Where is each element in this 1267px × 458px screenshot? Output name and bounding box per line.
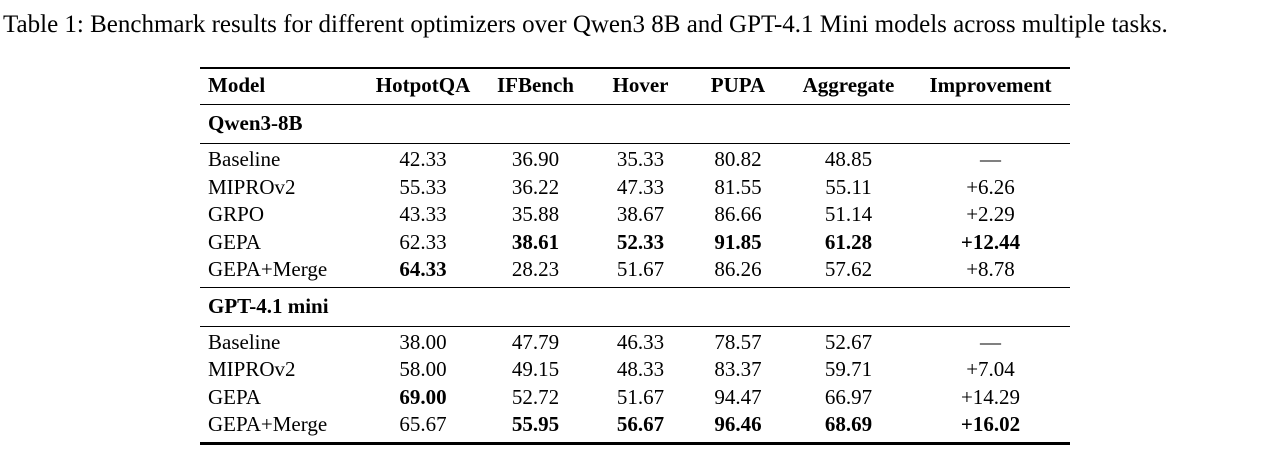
value-cell-pupa: 91.85 [714, 229, 762, 254]
value-cell-improvement: +8.78 [966, 257, 1015, 281]
table-row-gepa: GEPA 62.33 38.61 52.33 91.85 61.28 +12.44 [200, 229, 1070, 257]
section-row-qwen3-8b: Qwen3-8B [200, 104, 1070, 144]
model-cell: GEPA+Merge [208, 257, 328, 281]
value-cell-hotpotqa: 55.33 [399, 174, 447, 199]
column-header-improvement: Improvement [929, 73, 1052, 97]
model-cell: GEPA+Merge [208, 412, 328, 436]
model-cell: MIPROv2 [208, 357, 296, 381]
value-cell-ifbench: 28.23 [511, 257, 560, 281]
value-cell-ifbench: 52.72 [511, 384, 560, 409]
value-cell-pupa: 96.46 [714, 412, 762, 436]
table-row-baseline: Baseline 38.00 47.79 46.33 78.57 52.67 — [200, 326, 1070, 356]
value-cell-ifbench: 55.95 [511, 412, 560, 436]
value-cell-aggregate: 48.85 [824, 147, 873, 171]
column-header-hover: Hover [612, 73, 669, 97]
value-cell-hover: 52.33 [616, 229, 665, 254]
value-cell-hover: 38.67 [616, 202, 665, 226]
section-header: GPT-4.1 mini [208, 293, 329, 318]
value-cell-ifbench: 38.61 [511, 229, 560, 254]
table-header: Model HotpotQA IFBench Hover PUPA Aggregate Im… [200, 68, 1070, 105]
column-header-aggregate: Aggregate [802, 73, 895, 97]
value-cell-hotpotqa: 64.33 [399, 257, 447, 281]
value-cell-ifbench: 35.88 [511, 202, 560, 226]
value-cell-ifbench: 36.22 [511, 174, 560, 199]
model-cell: GRPO [208, 202, 265, 226]
value-cell-pupa: 80.82 [714, 147, 762, 171]
model-cell: GEPA [208, 229, 261, 254]
value-cell-aggregate: 57.62 [824, 257, 873, 281]
value-cell-hover: 46.33 [616, 329, 665, 354]
column-header-model: Model [208, 73, 266, 97]
value-cell-aggregate: 55.11 [825, 174, 872, 199]
model-cell: GEPA [208, 384, 261, 409]
table-body: Qwen3-8B Baseline 42.33 36.90 35.33 80.82 48.8… [200, 104, 1070, 444]
value-cell-hover: 35.33 [616, 147, 665, 171]
value-cell-aggregate: 52.67 [824, 329, 873, 354]
value-cell-aggregate: 68.69 [824, 412, 873, 436]
table-row-gepa-merge: GEPA+Merge 64.33 28.23 51.67 86.26 57.62 +8.78 [200, 256, 1070, 287]
column-header-ifbench: IFBench [496, 73, 574, 97]
value-cell-hover: 56.67 [616, 412, 665, 436]
table-row-baseline: Baseline 42.33 36.90 35.33 80.82 48.85 — [200, 144, 1070, 174]
model-cell: MIPROv2 [208, 174, 296, 199]
value-cell-hotpotqa: 69.00 [399, 384, 447, 409]
benchmark-table: Model HotpotQA IFBench Hover PUPA Aggregate Im… [200, 67, 1070, 445]
value-cell-pupa: 78.57 [714, 329, 762, 354]
value-cell-hotpotqa: 58.00 [399, 357, 447, 381]
model-cell: Baseline [208, 329, 281, 354]
value-cell-improvement: +12.44 [960, 229, 1021, 254]
value-cell-pupa: 81.55 [714, 174, 762, 199]
value-cell-improvement: +7.04 [966, 357, 1015, 381]
value-cell-hotpotqa: 42.33 [399, 147, 447, 171]
column-header-pupa: PUPA [710, 73, 766, 97]
section-row-gpt-4-1-mini: GPT-4.1 mini [200, 287, 1070, 326]
value-cell-hover: 51.67 [616, 384, 665, 409]
value-cell-aggregate: 51.14 [824, 202, 873, 226]
value-cell-improvement: +6.26 [966, 174, 1015, 199]
value-cell-improvement: +14.29 [960, 384, 1021, 409]
value-cell-hotpotqa: 43.33 [399, 202, 447, 226]
value-cell-hover: 51.67 [616, 257, 665, 281]
value-cell-improvement: — [980, 329, 1001, 354]
table-container: Model HotpotQA IFBench Hover PUPA Aggregate Im… [200, 67, 1070, 445]
value-cell-ifbench: 36.90 [511, 147, 560, 171]
section-header: Qwen3-8B [208, 111, 303, 135]
table-row-miprov2: MIPROv2 55.33 36.22 47.33 81.55 55.11 +6.26 [200, 174, 1070, 202]
value-cell-hotpotqa: 62.33 [399, 229, 447, 254]
value-cell-hover: 47.33 [616, 174, 665, 199]
value-cell-aggregate: 59.71 [824, 357, 873, 381]
table-row-grpo: GRPO 43.33 35.88 38.67 86.66 51.14 +2.29 [200, 201, 1070, 229]
value-cell-improvement: +2.29 [966, 202, 1015, 226]
value-cell-ifbench: 49.15 [511, 357, 560, 381]
value-cell-pupa: 86.26 [714, 257, 762, 281]
value-cell-aggregate: 61.28 [824, 229, 873, 254]
value-cell-ifbench: 47.79 [511, 329, 560, 354]
value-cell-hotpotqa: 38.00 [399, 329, 447, 354]
table-caption: Table 1: Benchmark results for different… [3, 11, 1168, 38]
table-row-gepa: GEPA 69.00 52.72 51.67 94.47 66.97 +14.29 [200, 384, 1070, 412]
table-row-gepa-merge: GEPA+Merge 65.67 55.95 56.67 96.46 68.69 +16.0… [200, 411, 1070, 443]
model-cell: Baseline [208, 147, 281, 171]
column-header-hotpotqa: HotpotQA [375, 73, 471, 97]
value-cell-improvement: — [980, 147, 1001, 171]
table-row-miprov2: MIPROv2 58.00 49.15 48.33 83.37 59.71 +7.04 [200, 356, 1070, 384]
header-row: Model HotpotQA IFBench Hover PUPA Aggregate Im… [200, 68, 1070, 105]
value-cell-pupa: 86.66 [714, 202, 762, 226]
value-cell-pupa: 83.37 [714, 357, 762, 381]
value-cell-improvement: +16.02 [960, 412, 1021, 436]
paper-page: Table 1: Benchmark results for different… [0, 10, 1267, 458]
value-cell-aggregate: 66.97 [824, 384, 873, 409]
value-cell-pupa: 94.47 [714, 384, 762, 409]
value-cell-hover: 48.33 [616, 357, 665, 381]
value-cell-hotpotqa: 65.67 [399, 412, 447, 436]
